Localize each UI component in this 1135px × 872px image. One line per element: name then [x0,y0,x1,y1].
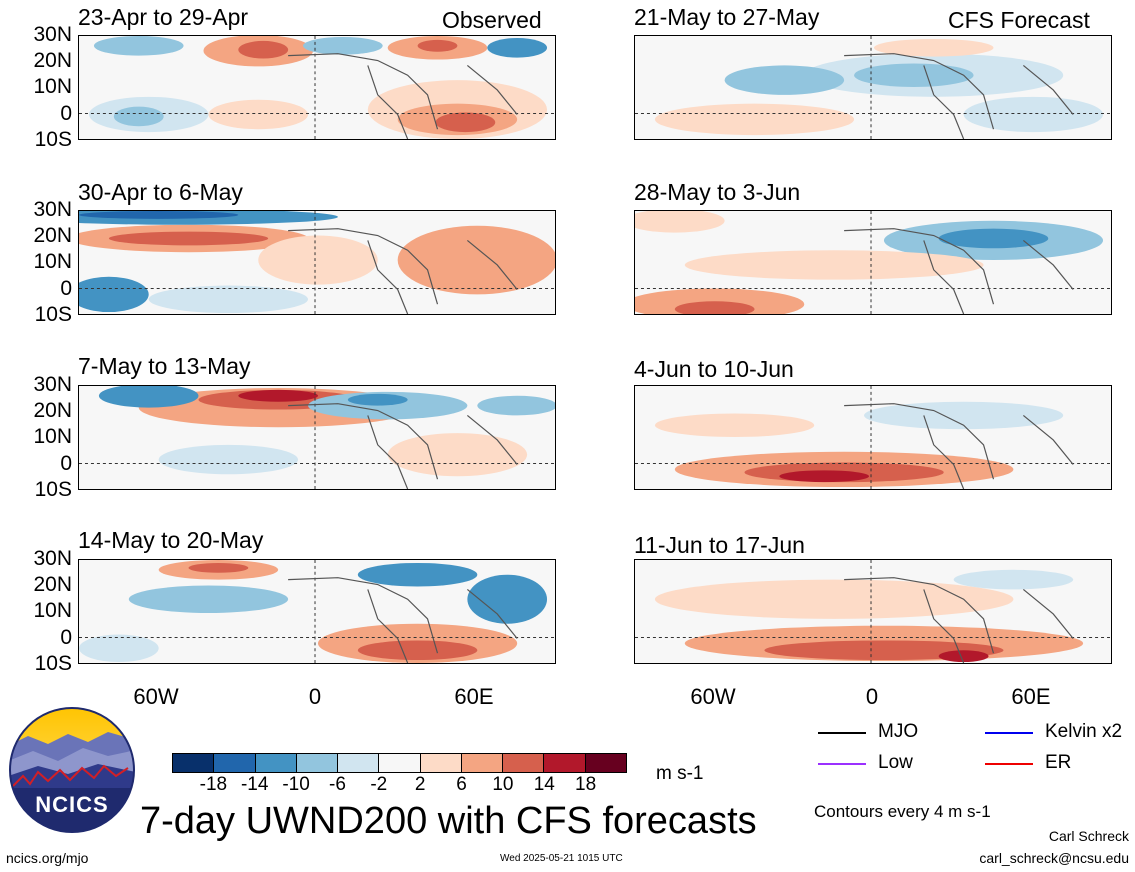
lat-label: 0 [60,277,72,300]
lat-label: 20N [33,399,72,422]
lon-label-0-right: 0 [865,684,879,709]
period-label-fc-3: 4-Jun to 10-Jun [634,356,794,382]
colorbar-tick-label: 10 [492,774,514,795]
lat-label: 30N [33,547,72,570]
period-label-obs-1: 23-Apr to 29-Apr [78,4,249,30]
lat-label: 20N [33,49,72,72]
contour-note: Contours every 4 m s-1 [814,802,991,821]
lat-label: 0 [60,452,72,475]
map-panel-observed-4 [78,559,556,664]
observed-label: Observed [442,7,542,33]
lat-label: 10S [34,128,72,151]
footer-email: carl_schreck@ncsu.edu [979,850,1129,866]
colorbar-tick-label: -14 [240,774,269,795]
period-label-fc-1: 21-May to 27-May [634,4,820,30]
legend-er-label: ER [1045,752,1072,773]
lat-label: 20N [33,573,72,596]
map-panel-observed-3 [78,385,556,490]
footer-url: ncics.org/mjo [6,850,89,866]
lon-label-0-left: 0 [308,684,322,709]
map-panel-observed-1 [78,35,556,140]
colorbar-tick-label: 14 [533,774,555,795]
colorbar-unit: m s-1 [656,763,704,784]
colorbar-tick-label: -18 [199,774,228,795]
colorbar-tick-label: -2 [370,774,388,795]
colorbar-swatch [543,754,585,772]
colorbar-swatch [295,754,338,772]
colorbar [172,753,627,773]
lat-label: 10S [34,478,72,501]
lon-label-60w-left: 60W [133,684,179,709]
lat-label: 30N [33,198,72,221]
lat-label: 10S [34,652,72,675]
footer-author: Carl Schreck [1048,828,1129,844]
lat-label: 30N [33,373,72,396]
forecast-label: CFS Forecast [948,7,1090,33]
lon-label-60w-right: 60W [690,684,736,709]
colorbar-swatch [502,754,544,772]
legend-kelvin-label: Kelvin x2 [1045,721,1123,742]
lat-label: 10N [33,425,72,448]
colorbar-swatch [254,754,296,772]
legend-kelvin-line [985,732,1033,734]
lon-label-60e-right: 60E [1011,684,1051,709]
map-panel-forecast-3 [634,385,1112,490]
logo-text: NCICS [35,792,109,817]
colorbar-swatch [460,754,503,772]
legend-mjo-label: MJO [878,721,919,742]
colorbar-tick-label: 6 [456,774,467,795]
ncics-logo: NCICS [8,706,136,834]
lat-label: 30N [33,23,72,46]
period-label-obs-4: 14-May to 20-May [78,527,264,553]
lat-label: 10N [33,599,72,622]
period-label-obs-3: 7-May to 13-May [78,353,251,379]
colorbar-tick-label: 18 [575,774,597,795]
footer-timestamp: Wed 2025-05-21 1015 UTC [500,853,623,864]
lon-label-60e-left: 60E [454,684,494,709]
legend-low-line [818,763,866,765]
colorbar-swatch [213,754,255,772]
colorbar-swatch [584,754,626,772]
colorbar-tick-label: 2 [414,774,426,795]
lat-label: 10N [33,75,72,98]
period-label-obs-2: 30-Apr to 6-May [78,179,243,205]
lat-label: 0 [60,102,72,125]
colorbar-swatch [378,754,420,772]
legend-mjo-line [818,732,866,734]
lat-label: 10S [34,303,72,326]
colorbar-swatch [337,754,379,772]
figure-title: 7-day UWND200 with CFS forecasts [140,800,757,842]
lat-label: 0 [60,626,72,649]
lat-label: 10N [33,250,72,273]
map-panel-forecast-1 [634,35,1112,140]
map-panel-observed-2 [78,210,556,315]
colorbar-tick-label: -10 [282,774,310,795]
legend-low-label: Low [878,752,913,773]
map-panel-forecast-4 [634,559,1112,664]
lat-label: 20N [33,224,72,247]
map-panel-forecast-2 [634,210,1112,315]
legend-er-line [985,763,1033,765]
period-label-fc-2: 28-May to 3-Jun [634,179,801,205]
colorbar-swatch [419,754,461,772]
colorbar-tick-label: -6 [329,774,346,795]
period-label-fc-4: 11-Jun to 17-Jun [634,532,805,558]
colorbar-swatch [173,754,214,772]
